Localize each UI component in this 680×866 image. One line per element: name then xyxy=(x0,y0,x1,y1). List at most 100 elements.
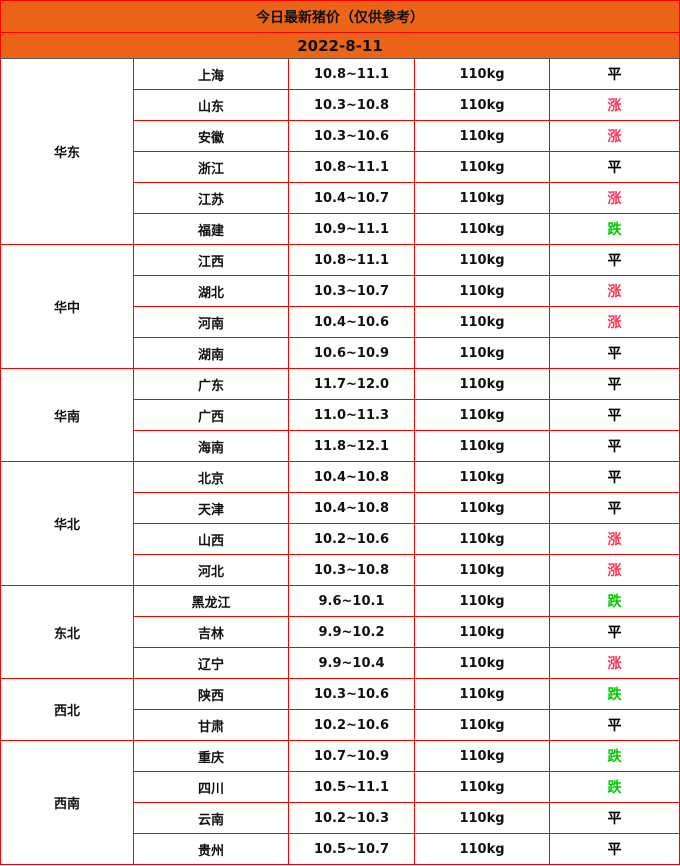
trend-cell: 涨 xyxy=(548,182,680,214)
price-cell: 9.6~10.1 xyxy=(288,585,415,617)
price-cell: 10.8~11.1 xyxy=(288,151,415,183)
trend-cell: 涨 xyxy=(548,647,680,679)
price-cell: 10.3~10.6 xyxy=(288,678,415,710)
trend-cell: 平 xyxy=(548,833,680,865)
weight-cell: 110kg xyxy=(414,430,550,462)
weight-cell: 110kg xyxy=(414,554,550,586)
province-cell: 湖北 xyxy=(133,275,289,307)
table-title: 今日最新猪价（仅供参考） xyxy=(0,0,680,33)
price-cell: 10.4~10.8 xyxy=(288,492,415,524)
price-cell: 10.5~11.1 xyxy=(288,771,415,803)
price-cell: 11.0~11.3 xyxy=(288,399,415,431)
trend-cell: 平 xyxy=(548,430,680,462)
table-row: 甘肃 10.2~10.6 110kg 平 xyxy=(1,709,680,741)
price-cell: 10.4~10.6 xyxy=(288,306,415,338)
province-cell: 北京 xyxy=(133,461,289,493)
table-row: 辽宁 9.9~10.4 110kg 涨 xyxy=(1,647,680,679)
table-date: 2022-8-11 xyxy=(0,32,680,59)
trend-cell: 跌 xyxy=(548,585,680,617)
trend-cell: 跌 xyxy=(548,213,680,245)
price-cell: 10.2~10.6 xyxy=(288,709,415,741)
region-cell: 华北 xyxy=(0,461,134,586)
table-row: 华东 上海 10.8~11.1 110kg 平 xyxy=(0,58,680,245)
weight-cell: 110kg xyxy=(414,120,550,152)
region-cell: 华中 xyxy=(0,244,134,369)
price-cell: 10.4~10.8 xyxy=(288,461,415,493)
price-cell: 11.7~12.0 xyxy=(288,368,415,400)
table-row: 东北 黑龙江 9.6~10.1 110kg 跌 xyxy=(0,585,680,679)
province-cell: 黑龙江 xyxy=(133,585,289,617)
price-cell: 10.9~11.1 xyxy=(288,213,415,245)
province-cell: 江苏 xyxy=(133,182,289,214)
price-cell: 10.7~10.9 xyxy=(288,740,415,772)
trend-cell: 平 xyxy=(548,244,680,276)
table-row: 天津 10.4~10.8 110kg 平 xyxy=(1,492,680,524)
province-cell: 云南 xyxy=(133,802,289,834)
trend-cell: 平 xyxy=(548,399,680,431)
province-cell: 海南 xyxy=(133,430,289,462)
price-cell: 10.4~10.7 xyxy=(288,182,415,214)
province-cell: 湖南 xyxy=(133,337,289,369)
price-cell: 10.5~10.7 xyxy=(288,833,415,865)
trend-cell: 跌 xyxy=(548,771,680,803)
weight-cell: 110kg xyxy=(414,678,550,710)
province-cell: 河北 xyxy=(133,554,289,586)
price-cell: 10.2~10.6 xyxy=(288,523,415,555)
weight-cell: 110kg xyxy=(414,58,550,90)
province-cell: 安徽 xyxy=(133,120,289,152)
table-row: 浙江 10.8~11.1 110kg 平 xyxy=(1,151,680,183)
province-cell: 吉林 xyxy=(133,616,289,648)
weight-cell: 110kg xyxy=(414,833,550,865)
weight-cell: 110kg xyxy=(414,182,550,214)
table-row: 西北 陕西 10.3~10.6 110kg 跌 xyxy=(0,678,680,741)
table-row: 云南 10.2~10.3 110kg 平 xyxy=(1,802,680,834)
trend-cell: 涨 xyxy=(548,523,680,555)
province-cell: 天津 xyxy=(133,492,289,524)
weight-cell: 110kg xyxy=(414,616,550,648)
province-cell: 福建 xyxy=(133,213,289,245)
trend-cell: 平 xyxy=(548,616,680,648)
table-row: 华南 广东 11.7~12.0 110kg 平 xyxy=(0,368,680,462)
weight-cell: 110kg xyxy=(414,740,550,772)
table-row: 山东 10.3~10.8 110kg 涨 xyxy=(1,89,680,121)
weight-cell: 110kg xyxy=(414,771,550,803)
price-cell: 10.2~10.3 xyxy=(288,802,415,834)
province-cell: 广东 xyxy=(133,368,289,400)
province-cell: 江西 xyxy=(133,244,289,276)
trend-cell: 平 xyxy=(548,337,680,369)
region-cell: 华东 xyxy=(0,58,134,245)
weight-cell: 110kg xyxy=(414,802,550,834)
province-cell: 上海 xyxy=(133,58,289,90)
weight-cell: 110kg xyxy=(414,89,550,121)
weight-cell: 110kg xyxy=(414,213,550,245)
table-row: 华北 北京 10.4~10.8 110kg 平 xyxy=(0,461,680,586)
province-cell: 辽宁 xyxy=(133,647,289,679)
region-cell: 东北 xyxy=(0,585,134,679)
table-row: 吉林 9.9~10.2 110kg 平 xyxy=(1,616,680,648)
trend-cell: 平 xyxy=(548,709,680,741)
province-cell: 广西 xyxy=(133,399,289,431)
trend-cell: 涨 xyxy=(548,306,680,338)
price-cell: 9.9~10.2 xyxy=(288,616,415,648)
trend-cell: 平 xyxy=(548,802,680,834)
table-row: 安徽 10.3~10.6 110kg 涨 xyxy=(1,120,680,152)
province-cell: 甘肃 xyxy=(133,709,289,741)
trend-cell: 平 xyxy=(548,151,680,183)
weight-cell: 110kg xyxy=(414,523,550,555)
price-cell: 10.6~10.9 xyxy=(288,337,415,369)
province-cell: 山东 xyxy=(133,89,289,121)
table-row: 湖南 10.6~10.9 110kg 平 xyxy=(1,337,680,369)
province-cell: 重庆 xyxy=(133,740,289,772)
trend-cell: 涨 xyxy=(548,89,680,121)
weight-cell: 110kg xyxy=(414,151,550,183)
province-cell: 陕西 xyxy=(133,678,289,710)
trend-cell: 涨 xyxy=(548,554,680,586)
trend-cell: 平 xyxy=(548,368,680,400)
trend-cell: 涨 xyxy=(548,120,680,152)
region-cell: 西北 xyxy=(0,678,134,741)
trend-cell: 平 xyxy=(548,492,680,524)
price-cell: 10.3~10.7 xyxy=(288,275,415,307)
trend-cell: 跌 xyxy=(548,740,680,772)
trend-cell: 涨 xyxy=(548,275,680,307)
region-cell: 华南 xyxy=(0,368,134,462)
